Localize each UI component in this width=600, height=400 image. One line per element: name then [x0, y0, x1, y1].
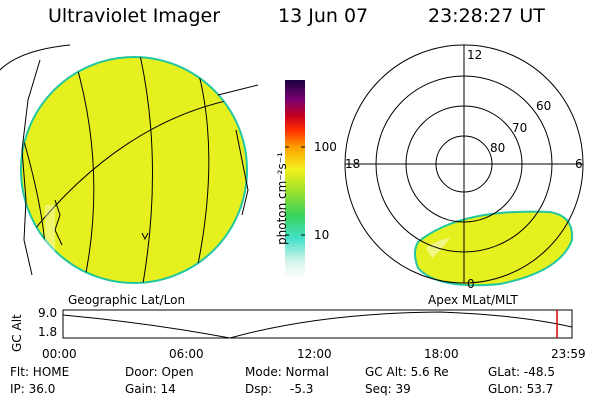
mlat-label-70: 70 [512, 121, 527, 135]
dsp-label: Dsp: [245, 382, 273, 396]
polar-mlt-plot: 12 18 6 0 60 70 80 [344, 44, 584, 290]
altitude-curve [62, 311, 573, 339]
earth-disk [20, 56, 248, 284]
time-tick-2359: 23:59 [551, 347, 586, 361]
instrument-title: Ultraviolet Imager [48, 5, 221, 27]
door-status: Door: Open [125, 365, 194, 379]
mlt-label-0: 0 [467, 277, 475, 290]
ip-status: IP: 36.0 [10, 382, 56, 396]
polar-caption: Apex MLat/MLT [428, 293, 518, 307]
mlt-label-12: 12 [467, 48, 482, 62]
coastline [21, 59, 41, 276]
glat-status: GLat: -48.5 [488, 365, 555, 379]
mlt-label-18: 18 [345, 157, 360, 171]
time-tick-1800: 18:00 [424, 347, 459, 361]
colorbar [285, 80, 305, 278]
geographic-caption: Geographic Lat/Lon [68, 293, 186, 307]
dsp-value: -5.3 [290, 382, 314, 396]
geographic-image-panel [0, 44, 259, 284]
altitude-ylabel: GC Alt [10, 314, 24, 352]
mlat-label-60: 60 [536, 99, 551, 113]
gc-alt-status: GC Alt: 5.6 Re [365, 365, 449, 379]
polar-grid [344, 44, 584, 284]
altitude-timeline [62, 309, 573, 339]
colorbar-unit-label: photon cm⁻²s⁻¹ [275, 152, 289, 245]
time-label: 23:28:27 UT [428, 5, 545, 27]
time-tick-0600: 06:00 [169, 347, 204, 361]
mode-status: Mode: Normal [245, 365, 329, 379]
aurora-oval [414, 210, 574, 287]
colorbar-tick-10: 10 [314, 228, 330, 242]
gain-status: Gain: 14 [125, 382, 176, 396]
altitude-tick-low: 1.8 [38, 325, 58, 339]
time-tick-1200: 12:00 [297, 347, 332, 361]
time-tick-0000: 00:00 [42, 347, 77, 361]
glon-status: GLon: 53.7 [488, 382, 554, 396]
date-label: 13 Jun 07 [278, 5, 369, 27]
mlt-label-6: 6 [575, 157, 583, 171]
altitude-tick-high: 9.0 [38, 306, 58, 320]
mlat-label-80: 80 [490, 141, 505, 155]
flight-status: Flt: HOME [10, 365, 70, 379]
colorbar-tick-100: 100 [314, 140, 337, 154]
seq-status: Seq: 39 [365, 382, 411, 396]
